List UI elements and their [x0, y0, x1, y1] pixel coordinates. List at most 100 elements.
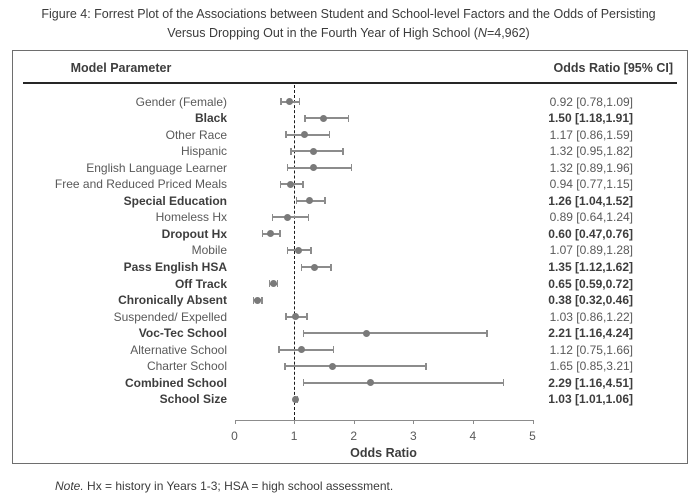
ci-cap-low	[290, 147, 292, 155]
odds-ratio-value: 1.17 [0.86,1.59]	[549, 127, 633, 142]
odds-ratio-value: 0.89 [0.64,1.24]	[549, 210, 633, 225]
parameter-label: Combined School	[125, 375, 227, 390]
x-tick-label: 5	[529, 429, 536, 443]
figure-title-line1: Figure 4: Forrest Plot of the Associatio…	[41, 7, 656, 21]
figure-note: Note. Hx = history in Years 1-3; HSA = h…	[55, 479, 393, 493]
ci-cap-high	[350, 164, 353, 172]
header-divider	[23, 82, 677, 84]
figure-title: Figure 4: Forrest Plot of the Associatio…	[0, 5, 697, 43]
ci-cap-low	[285, 131, 287, 139]
ci-bar	[303, 381, 504, 384]
note-lead: Note.	[55, 479, 84, 493]
parameter-label: Charter School	[146, 359, 227, 374]
odds-ratio-point	[309, 164, 317, 172]
ci-cap-low	[261, 230, 264, 238]
ci-cap-low	[302, 379, 305, 387]
odds-ratio-point	[287, 180, 295, 188]
odds-ratio-value: 1.07 [0.89,1.28]	[549, 243, 633, 258]
x-tick-mark	[472, 420, 474, 424]
ci-cap-low	[300, 263, 302, 271]
note-text: Hx = history in Years 1-3; HSA = high sc…	[83, 479, 394, 493]
ci-cap-high	[307, 213, 310, 221]
odds-ratio-point	[285, 98, 293, 105]
column-header-odds-ratio: Odds Ratio [95% CI]	[553, 61, 673, 75]
ci-cap-low	[295, 197, 298, 205]
x-tick-label: 2	[350, 429, 358, 443]
odds-ratio-value: 0.38 [0.32,0.46]	[548, 293, 633, 308]
odds-ratio-point	[320, 114, 328, 122]
ci-bar	[285, 365, 426, 368]
odds-ratio-point	[306, 197, 314, 205]
parameter-label: Other Race	[165, 127, 227, 142]
odds-ratio-value: 2.29 [1.16,4.51]	[548, 375, 633, 390]
ci-cap-low	[278, 346, 280, 354]
sample-size-n: N	[477, 26, 487, 40]
ci-cap-high	[302, 180, 304, 188]
odds-ratio-value: 0.94 [0.77,1.15]	[549, 177, 633, 192]
odds-ratio-point	[292, 395, 300, 403]
x-tick-mark	[532, 420, 534, 424]
ci-cap-low	[271, 213, 274, 221]
parameter-label: English Language Learner	[86, 160, 227, 175]
odds-ratio-point	[329, 362, 337, 370]
parameter-label: Gender (Female)	[135, 94, 227, 109]
ci-cap-high	[324, 197, 326, 205]
odds-ratio-value: 1.26 [1.04,1.52]	[548, 193, 633, 208]
ci-cap-high	[306, 313, 308, 321]
ci-cap-low	[304, 114, 306, 122]
x-tick-mark	[413, 420, 415, 424]
ci-cap-high	[502, 379, 505, 387]
parameter-label: Free and Reduced Priced Meals	[54, 177, 227, 192]
ci-cap-high	[276, 280, 279, 288]
ci-cap-low	[280, 98, 282, 105]
ci-cap-high	[298, 98, 301, 105]
parameter-label: Off Track	[174, 276, 227, 291]
x-tick-mark	[294, 420, 296, 424]
odds-ratio-value: 1.03 [1.01,1.06]	[548, 392, 633, 407]
ci-bar	[291, 150, 343, 153]
parameter-label: Hispanic	[180, 144, 227, 159]
odds-ratio-value: 1.50 [1.18,1.91]	[548, 111, 633, 126]
parameter-label: Dropout Hx	[161, 226, 227, 241]
ci-cap-high	[261, 296, 263, 304]
ci-cap-low	[286, 246, 289, 254]
ci-cap-low	[284, 362, 286, 370]
ci-cap-high	[347, 114, 350, 122]
odds-ratio-point	[362, 329, 370, 337]
ci-cap-low	[286, 164, 289, 172]
ci-cap-high	[330, 263, 332, 271]
x-tick-mark	[353, 420, 355, 424]
parameter-label: Pass English HSA	[123, 260, 227, 274]
odds-ratio-point	[284, 213, 292, 221]
ci-cap-high	[486, 329, 488, 337]
ci-cap-low	[279, 180, 282, 188]
x-tick-label: 0	[231, 429, 238, 443]
odds-ratio-point	[266, 230, 274, 238]
odds-ratio-value: 1.65 [0.85,3.21]	[549, 359, 633, 374]
ci-bar	[279, 348, 334, 351]
ci-cap-high	[425, 362, 427, 370]
odds-ratio-point	[294, 246, 302, 254]
ci-cap-low	[252, 296, 255, 304]
ci-cap-low	[302, 329, 305, 337]
odds-ratio-value: 0.92 [0.78,1.09]	[549, 94, 633, 109]
ci-cap-high	[310, 246, 312, 254]
odds-ratio-point	[300, 131, 308, 139]
odds-ratio-point	[297, 346, 305, 354]
forest-plot: Model Parameter Odds Ratio [95% CI] Gend…	[12, 50, 688, 464]
odds-ratio-value: 0.65 [0.59,0.72]	[548, 276, 633, 291]
odds-ratio-value: 0.60 [0.47,0.76]	[548, 226, 633, 241]
ci-bar	[287, 166, 352, 169]
parameter-label: Mobile	[191, 243, 227, 258]
x-tick-mark	[234, 420, 236, 424]
x-axis-title: Odds Ratio	[350, 446, 417, 460]
ci-cap-high	[328, 131, 330, 139]
odds-ratio-point	[311, 263, 319, 271]
odds-ratio-value: 1.35 [1.12,1.62]	[548, 260, 633, 274]
odds-ratio-value: 1.32 [0.89,1.96]	[549, 160, 633, 175]
column-header-model-parameter: Model Parameter	[70, 61, 172, 75]
reference-line-or1	[294, 85, 296, 420]
x-tick-label: 1	[290, 429, 298, 443]
parameter-label: Chronically Absent	[118, 293, 227, 308]
